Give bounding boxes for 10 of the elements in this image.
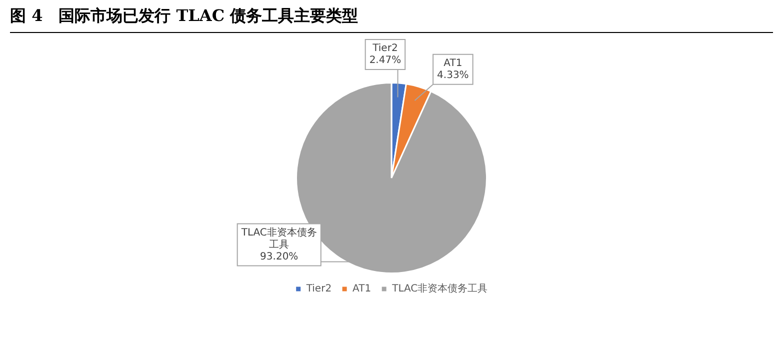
data-label: 2.47% <box>369 55 402 66</box>
data-label: 93.20% <box>260 251 298 262</box>
legend-label: Tier2 <box>305 284 332 295</box>
legend-label: AT1 <box>352 284 372 295</box>
legend-label: TLAC非资本债务工具 <box>391 282 488 295</box>
slice-label: TLAC非资本债务工具 <box>240 226 317 250</box>
data-label: 4.33% <box>437 70 469 81</box>
slice-label: Tier2 <box>372 43 398 54</box>
chart-title: 图 4 国际市场已发行 TLAC 债务工具主要类型 <box>10 6 773 33</box>
slice-label: AT1 <box>444 58 462 69</box>
